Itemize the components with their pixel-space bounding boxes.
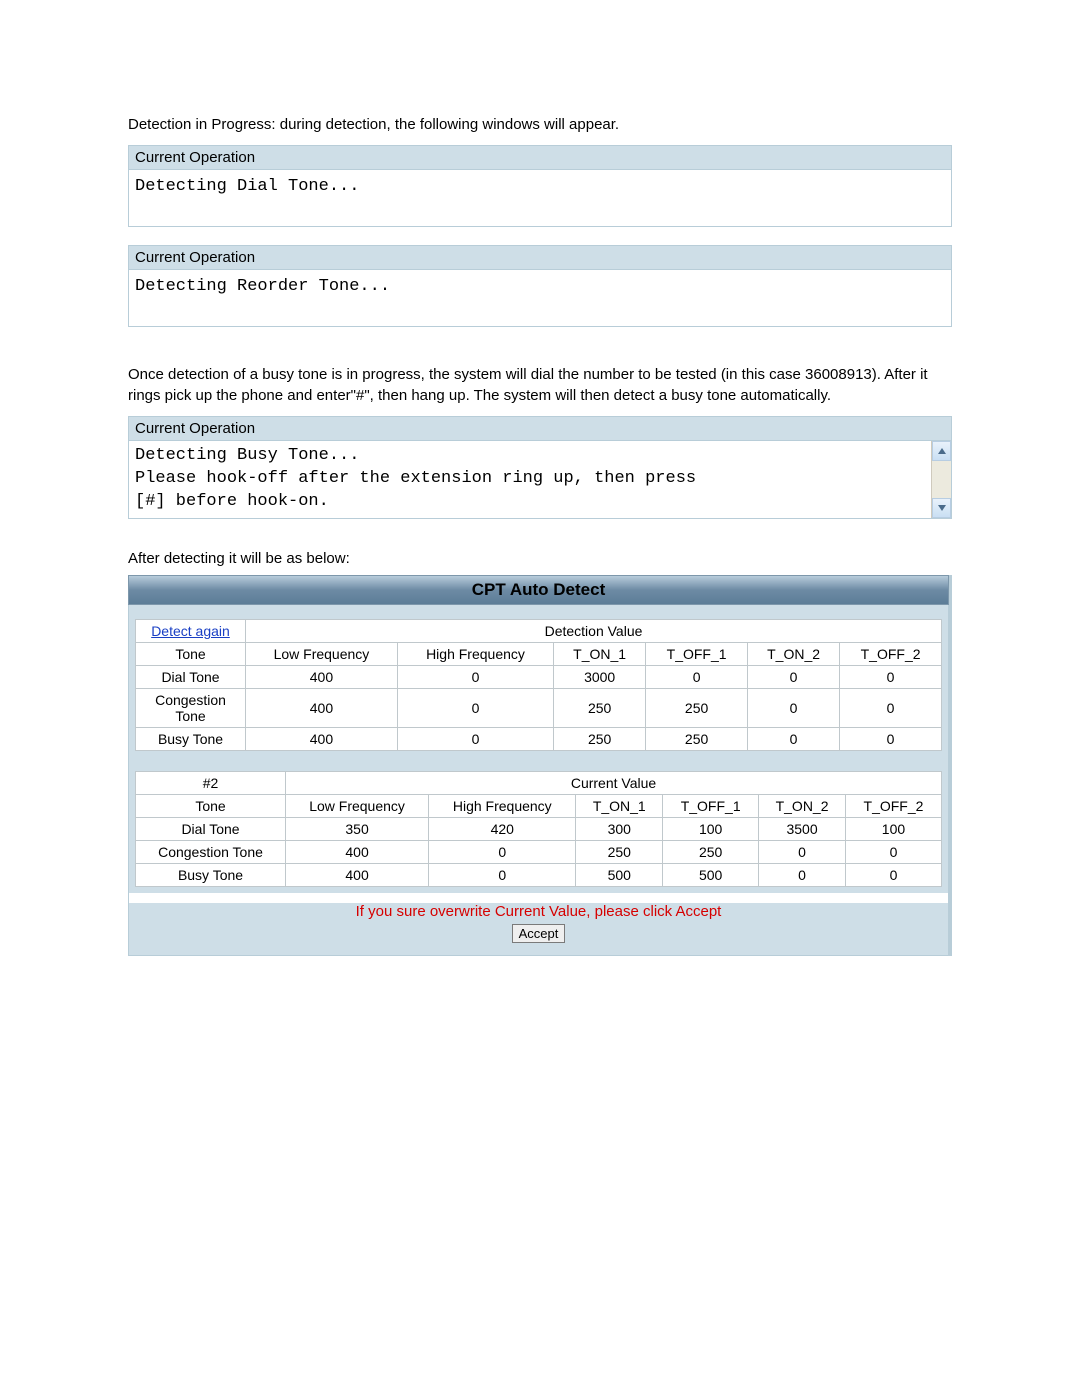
cell: 0: [397, 728, 553, 751]
cell: 0: [748, 728, 840, 751]
col-lowfreq: Low Frequency: [286, 795, 429, 818]
span-header: Detection Value: [246, 620, 942, 643]
col-toff1: T_OFF_1: [646, 643, 748, 666]
cell: Congestion Tone: [136, 841, 286, 864]
table-row: Busy Tone 400 0 500 500 0 0: [136, 864, 942, 887]
cell: Dial Tone: [136, 818, 286, 841]
cell: Congestion Tone: [136, 689, 246, 728]
cell: 0: [397, 666, 553, 689]
cell: 0: [840, 689, 942, 728]
cell: 250: [554, 689, 646, 728]
table-row: Congestion Tone 400 0 250 250 0 0: [136, 841, 942, 864]
cell: 0: [397, 689, 553, 728]
col-ton2: T_ON_2: [748, 643, 840, 666]
panel-body: Detecting Dial Tone...: [129, 170, 951, 226]
cell: 400: [286, 864, 429, 887]
cell: 100: [663, 818, 759, 841]
cell: 0: [429, 864, 576, 887]
cell: 0: [429, 841, 576, 864]
cell: 400: [246, 666, 398, 689]
scroll-up-button[interactable]: [932, 441, 951, 461]
mid-text: Once detection of a busy tone is in prog…: [128, 365, 952, 406]
panel-reorder-tone: Current Operation Detecting Reorder Tone…: [128, 245, 952, 327]
cpt-title: CPT Auto Detect: [128, 575, 949, 605]
accept-button[interactable]: Accept: [512, 924, 566, 943]
cell: 300: [576, 818, 663, 841]
col-highfreq: High Frequency: [397, 643, 553, 666]
busy-line3: [#] before hook-on.: [135, 491, 927, 514]
cell: Busy Tone: [136, 864, 286, 887]
panel-header: Current Operation: [129, 146, 951, 170]
col-tone: Tone: [136, 795, 286, 818]
col-ton1: T_ON_1: [576, 795, 663, 818]
col-toff2: T_OFF_2: [845, 795, 941, 818]
cell: 0: [840, 728, 942, 751]
cell: 100: [845, 818, 941, 841]
span-header: Current Value: [286, 772, 942, 795]
cell: 350: [286, 818, 429, 841]
table-row: Busy Tone 400 0 250 250 0 0: [136, 728, 942, 751]
cell: 250: [646, 728, 748, 751]
col-ton2: T_ON_2: [759, 795, 846, 818]
panel-header: Current Operation: [129, 417, 951, 441]
cpt-auto-detect-panel: CPT Auto Detect Detect again Detection V…: [128, 575, 952, 956]
busy-line2: Please hook-off after the extension ring…: [135, 468, 927, 491]
col-toff2: T_OFF_2: [840, 643, 942, 666]
current-value-table: #2 Current Value Tone Low Frequency High…: [135, 771, 942, 887]
table-row: Detect again Detection Value: [136, 620, 942, 643]
panel-dial-tone: Current Operation Detecting Dial Tone...: [128, 145, 952, 227]
table-row: Tone Low Frequency High Frequency T_ON_1…: [136, 643, 942, 666]
cell: 0: [759, 864, 846, 887]
cell: Dial Tone: [136, 666, 246, 689]
cell: 500: [663, 864, 759, 887]
col-lowfreq: Low Frequency: [246, 643, 398, 666]
col-highfreq: High Frequency: [429, 795, 576, 818]
panel-header: Current Operation: [129, 246, 951, 270]
cell: 400: [246, 728, 398, 751]
cell: 250: [576, 841, 663, 864]
overwrite-warning: If you sure overwrite Current Value, ple…: [135, 903, 942, 920]
detect-again-link[interactable]: Detect again: [151, 623, 230, 639]
corner-cell: #2: [136, 772, 286, 795]
cell: 3000: [554, 666, 646, 689]
table-row: Dial Tone 350 420 300 100 3500 100: [136, 818, 942, 841]
after-text: After detecting it will be as below:: [128, 549, 952, 569]
cell: 500: [576, 864, 663, 887]
table-row: Tone Low Frequency High Frequency T_ON_1…: [136, 795, 942, 818]
table-row: Dial Tone 400 0 3000 0 0 0: [136, 666, 942, 689]
table-row: Congestion Tone 400 0 250 250 0 0: [136, 689, 942, 728]
scroll-down-button[interactable]: [932, 498, 951, 518]
intro-text: Detection in Progress: during detection,…: [128, 115, 952, 135]
cell: 250: [554, 728, 646, 751]
scrollbar[interactable]: [931, 441, 951, 518]
col-tone: Tone: [136, 643, 246, 666]
cell: 400: [246, 689, 398, 728]
table-row: #2 Current Value: [136, 772, 942, 795]
cell: 0: [759, 841, 846, 864]
panel-body: Detecting Reorder Tone...: [129, 270, 951, 326]
cell: 400: [286, 841, 429, 864]
cell: 420: [429, 818, 576, 841]
col-toff1: T_OFF_1: [663, 795, 759, 818]
chevron-down-icon: [938, 505, 946, 511]
cell: 0: [845, 841, 941, 864]
cell: 250: [646, 689, 748, 728]
cell: 0: [646, 666, 748, 689]
detection-value-table: Detect again Detection Value Tone Low Fr…: [135, 619, 942, 751]
col-ton1: T_ON_1: [554, 643, 646, 666]
panel-body: Detecting Busy Tone... Please hook-off a…: [129, 441, 931, 518]
cell: 3500: [759, 818, 846, 841]
cell: 0: [845, 864, 941, 887]
cell: 250: [663, 841, 759, 864]
busy-line1: Detecting Busy Tone...: [135, 445, 927, 468]
panel-busy-tone: Current Operation Detecting Busy Tone...…: [128, 416, 952, 519]
scroll-track[interactable]: [932, 461, 951, 498]
cell: 0: [748, 689, 840, 728]
chevron-up-icon: [938, 448, 946, 454]
cell: 0: [748, 666, 840, 689]
cell: Busy Tone: [136, 728, 246, 751]
cell: 0: [840, 666, 942, 689]
